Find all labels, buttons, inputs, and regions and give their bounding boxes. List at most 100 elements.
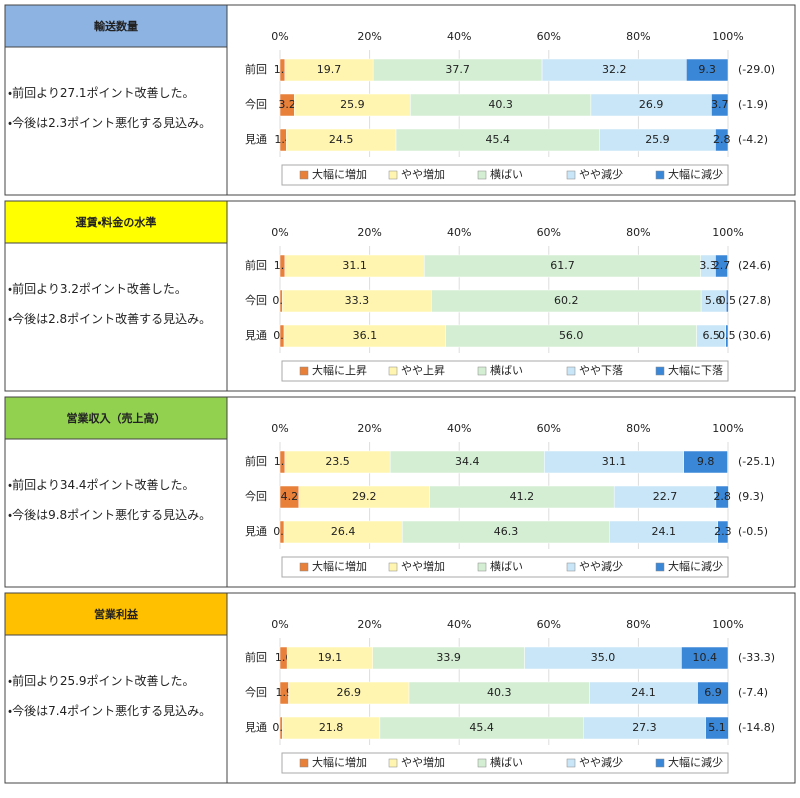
legend-label: 大幅に増加 xyxy=(312,167,367,181)
data-label: 19.7 xyxy=(317,63,342,76)
panel-header xyxy=(4,4,228,48)
x-tick-label: 80% xyxy=(626,30,650,43)
note: ・今後は9.8ポイント悪化する見込み。 xyxy=(8,508,212,522)
note: ・前回より3.2ポイント改善した。 xyxy=(8,282,187,296)
x-tick-label: 0% xyxy=(271,30,288,43)
data-label: 26.9 xyxy=(639,98,664,111)
data-label: 22.7 xyxy=(653,490,678,503)
row-label: (-0.5) xyxy=(738,525,768,538)
notes: ・前回より3.2ポイント改善した。・今後は2.8ポイント改善する見込み。 xyxy=(8,282,211,326)
data-label: 5.6 xyxy=(705,294,723,307)
data-label: 36.1 xyxy=(353,329,378,342)
legend-label: 大幅に下落 xyxy=(668,363,723,377)
legend-label: やや減少 xyxy=(579,755,623,769)
row-label: (27.8) xyxy=(738,294,771,307)
x-tick-label: 80% xyxy=(626,618,650,631)
legend-swatch xyxy=(566,366,576,376)
data-label: 26.9 xyxy=(337,686,362,699)
category-label: 前回 xyxy=(245,454,267,468)
row-label: (-33.3) xyxy=(738,651,775,664)
legend-swatch xyxy=(388,170,398,180)
x-tick-label: 60% xyxy=(537,618,561,631)
data-label: 31.1 xyxy=(342,259,367,272)
legend-label: 横ばい xyxy=(490,167,523,181)
data-label: 33.9 xyxy=(436,651,461,664)
legend-label: 横ばい xyxy=(490,755,523,769)
x-tick-label: 40% xyxy=(447,618,471,631)
data-label: 25.9 xyxy=(340,98,365,111)
legend-swatch xyxy=(566,562,576,572)
data-label: 0.5 xyxy=(718,329,736,342)
note: ・前回より27.1ポイント改善した。 xyxy=(8,86,195,100)
note: ・前回より34.4ポイント改善した。 xyxy=(8,478,195,492)
row-label: (30.6) xyxy=(738,329,771,342)
category-label: 今回 xyxy=(245,685,267,699)
legend-box xyxy=(281,752,729,774)
data-label: 45.4 xyxy=(469,721,494,734)
legend-swatch xyxy=(388,366,398,376)
bar-segment xyxy=(683,450,728,474)
bar-segment xyxy=(686,58,729,82)
data-label: 3.2 xyxy=(278,98,296,111)
bar-segment xyxy=(705,716,729,740)
panel-header xyxy=(4,396,228,440)
x-tick-label: 100% xyxy=(712,30,743,43)
legend-label: やや上昇 xyxy=(401,364,445,377)
category-label: 今回 xyxy=(245,293,267,307)
data-label: 6.9 xyxy=(704,686,722,699)
panel-title: 運賃・料金の水準 xyxy=(76,215,157,229)
legend-label: 大幅に増加 xyxy=(312,755,367,769)
data-label: 4.2 xyxy=(281,490,299,503)
legend-swatch xyxy=(477,366,487,376)
panel-header xyxy=(4,200,228,244)
row-label: (9.3) xyxy=(738,490,764,503)
data-label: 35.0 xyxy=(591,651,616,664)
data-label: 24.1 xyxy=(651,525,676,538)
legend-label: やや増加 xyxy=(401,756,445,769)
legend-swatch xyxy=(299,562,309,572)
data-label: 26.4 xyxy=(331,525,356,538)
legend-swatch xyxy=(388,758,398,768)
legend-label: 大幅に減少 xyxy=(668,755,723,769)
x-tick-label: 40% xyxy=(447,226,471,239)
bar-segment xyxy=(715,128,729,152)
row-label: (-7.4) xyxy=(738,686,768,699)
x-tick-label: 20% xyxy=(357,226,381,239)
category-label: 見通 xyxy=(245,525,267,538)
data-label: 46.3 xyxy=(494,525,519,538)
note: ・今後は2.3ポイント悪化する見込み。 xyxy=(8,116,212,130)
data-label: 2.8 xyxy=(713,490,731,503)
legend-swatch xyxy=(566,758,576,768)
data-label: 60.2 xyxy=(554,294,579,307)
panel-header xyxy=(4,592,228,636)
data-label: 2.7 xyxy=(713,259,731,272)
legend-label: 大幅に減少 xyxy=(668,167,723,181)
legend-swatch xyxy=(477,758,487,768)
data-label: 40.3 xyxy=(488,98,513,111)
legend-label: やや減少 xyxy=(579,167,623,181)
bar-segment xyxy=(697,681,729,705)
x-tick-label: 0% xyxy=(271,422,288,435)
data-label: 9.3 xyxy=(698,63,716,76)
data-label: 3.7 xyxy=(711,98,729,111)
legend-swatch xyxy=(655,562,665,572)
legend-swatch xyxy=(299,170,309,180)
data-label: 24.1 xyxy=(631,686,656,699)
legend-box xyxy=(281,360,729,382)
bar-segment xyxy=(715,254,728,278)
data-label: 45.4 xyxy=(485,133,510,146)
legend-box xyxy=(281,164,729,186)
data-label: 40.3 xyxy=(487,686,512,699)
legend-swatch xyxy=(299,758,309,768)
row-label: (-4.2) xyxy=(738,133,768,146)
x-tick-label: 60% xyxy=(537,226,561,239)
category-label: 前回 xyxy=(245,62,267,76)
x-tick-label: 80% xyxy=(626,226,650,239)
x-tick-label: 40% xyxy=(447,422,471,435)
data-label: 29.2 xyxy=(352,490,377,503)
bar-segment xyxy=(717,520,729,544)
notes: ・前回より27.1ポイント改善した。・今後は2.3ポイント悪化する見込み。 xyxy=(8,86,212,130)
data-label: 27.3 xyxy=(632,721,657,734)
legend-swatch xyxy=(477,562,487,572)
x-tick-label: 100% xyxy=(712,422,743,435)
